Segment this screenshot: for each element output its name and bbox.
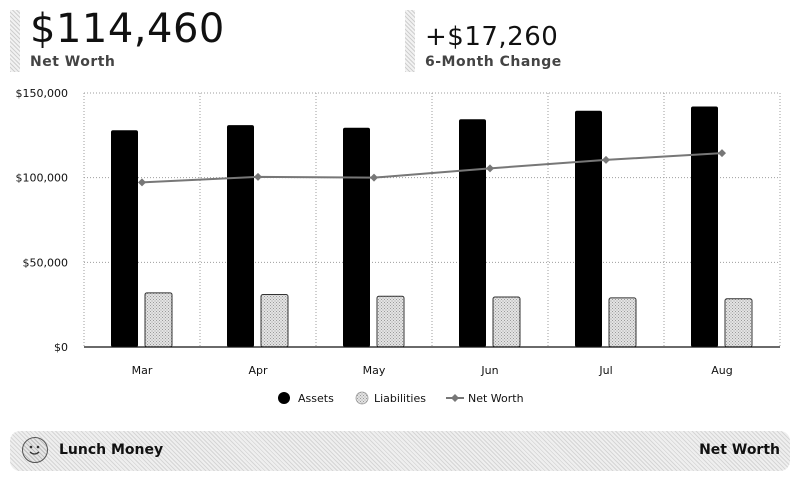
legend-marker-liabilities <box>355 391 369 405</box>
accent-bar <box>405 10 415 72</box>
net-worth-chart: $0 $50,000 $100,000 $150,000 Mar Apr May Jun Jul… <box>16 87 781 405</box>
bar-liabilities-aug <box>724 298 753 348</box>
bar-assets-may <box>343 127 370 347</box>
net-worth-point-apr <box>254 172 262 181</box>
net-worth-series-line <box>141 152 723 184</box>
legend-marker-assets <box>278 392 290 404</box>
page-title: Net Worth <box>699 442 780 458</box>
smiley-face-icon <box>22 437 48 463</box>
x-tick-label: Mar <box>132 364 153 377</box>
net-worth-point-jun <box>486 164 494 173</box>
bar-assets-jul <box>575 110 602 347</box>
grid <box>83 92 781 347</box>
x-tick-label: Jun <box>480 364 498 377</box>
change-label: 6-Month Change <box>425 54 562 70</box>
net-worth-point-jul <box>602 155 610 164</box>
x-tick-label: Aug <box>711 364 732 377</box>
x-tick-label: May <box>363 364 386 377</box>
footer-bar: Lunch Money Net Worth <box>10 431 790 471</box>
bar-assets-apr <box>227 125 254 347</box>
net-worth-point-mar <box>138 178 146 187</box>
net-worth-label: Net Worth <box>30 54 116 70</box>
y-tick-label: $150,000 <box>16 87 69 100</box>
x-tick-label: Apr <box>248 364 268 377</box>
net-worth-value: $114,460 <box>30 6 225 52</box>
y-tick-label: $50,000 <box>23 256 69 269</box>
brand-name: Lunch Money <box>59 442 164 458</box>
bar-liabilities-may <box>376 295 405 348</box>
change-value: +$17,260 <box>425 22 559 52</box>
bar-liabilities-mar <box>144 292 173 348</box>
legend-label-net-worth: Net Worth <box>468 392 524 405</box>
bars <box>111 106 753 348</box>
bar-assets-mar <box>111 130 138 347</box>
bar-liabilities-jul <box>608 297 637 348</box>
accent-bar <box>10 10 20 72</box>
x-tick-label: Jul <box>598 364 612 377</box>
legend-label-assets: Assets <box>298 392 334 405</box>
bar-assets-jun <box>459 119 486 347</box>
legend-marker-net-worth <box>451 394 459 402</box>
net-worth-line <box>138 149 726 187</box>
net-worth-point-may <box>370 173 378 182</box>
bar-assets-aug <box>691 106 718 348</box>
bar-liabilities-apr <box>260 294 289 348</box>
axes: $0 $50,000 $100,000 $150,000 Mar Apr May Jun Jul… <box>16 87 780 377</box>
bar-liabilities-jun <box>492 296 521 348</box>
y-tick-label: $0 <box>54 341 68 354</box>
legend: Assets Liabilities Net Worth <box>278 391 524 405</box>
legend-label-liabilities: Liabilities <box>374 392 426 405</box>
net-worth-point-aug <box>718 149 726 158</box>
y-tick-label: $100,000 <box>16 172 69 185</box>
